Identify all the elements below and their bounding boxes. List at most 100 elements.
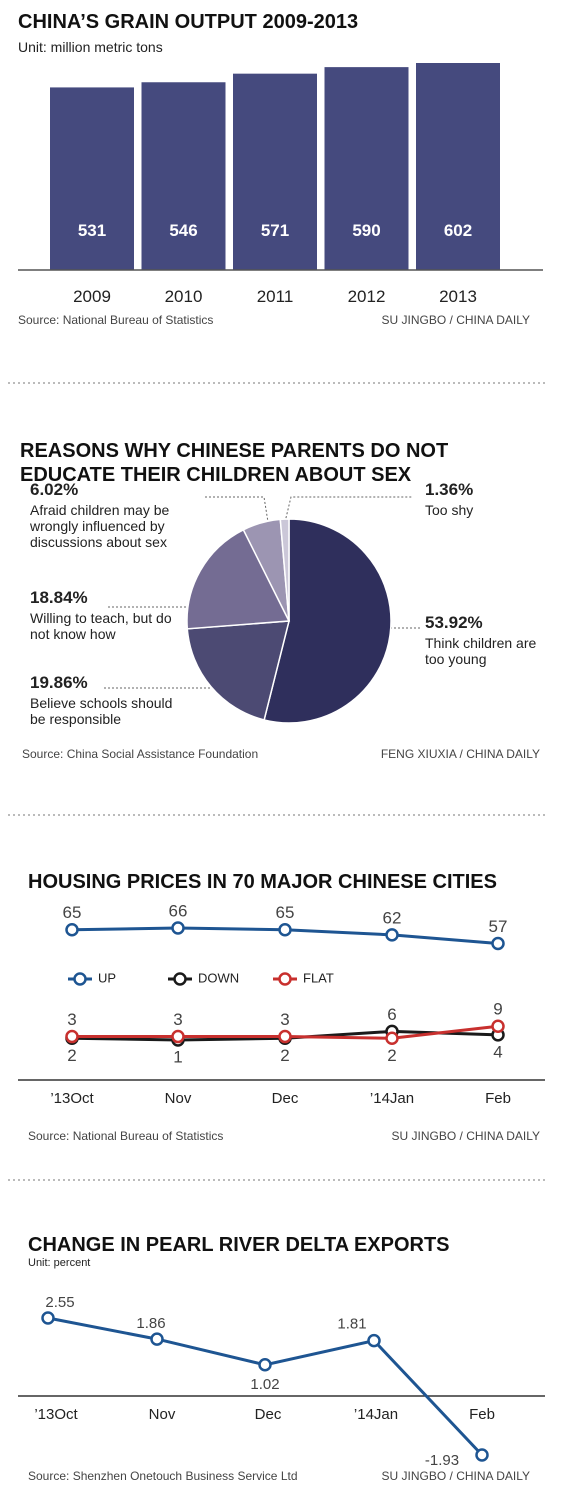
pie-slice <box>186 528 291 630</box>
slice-label: Think children are too young <box>425 635 537 667</box>
credit: SU JINGBO / CHINA DAILY <box>382 313 530 327</box>
chart-title: CHANGE IN PEARL RIVER DELTA EXPORTS <box>28 1234 450 1256</box>
bar-value-label: 590 <box>352 221 380 240</box>
slice-label: Afraid children may be wrongly influence… <box>30 502 170 550</box>
x-tick-label: ’13Oct <box>50 1090 94 1107</box>
x-tick-label: 2013 <box>439 287 477 306</box>
data-label: 1.81 <box>337 1316 366 1333</box>
x-tick-label: ’14Jan <box>354 1406 398 1423</box>
x-tick-label: 2009 <box>73 287 111 306</box>
credit: SU JINGBO / CHINA DAILY <box>392 1129 540 1143</box>
source: Source: National Bureau of Statistics <box>28 1129 223 1143</box>
data-label: 9 <box>493 1000 502 1019</box>
data-label: 6 <box>387 1005 396 1024</box>
slice-value-label: 1.36% <box>425 480 474 499</box>
pie-slice <box>186 620 290 721</box>
chart-title: EDUCATE THEIR CHILDREN ABOUT SEX <box>20 464 412 486</box>
data-point <box>385 1031 399 1046</box>
slice-value-label: 19.86% <box>30 673 88 692</box>
chart-subtitle: Unit: percent <box>28 1257 90 1269</box>
data-label: 2.55 <box>45 1294 74 1311</box>
credit: SU JINGBO / CHINA DAILY <box>382 1469 530 1483</box>
data-label: 65 <box>276 903 295 922</box>
leader-line <box>205 496 269 523</box>
data-label: 1.86 <box>136 1315 165 1332</box>
legend-marker <box>173 972 187 986</box>
x-tick-label: 2012 <box>348 287 386 306</box>
legend-marker <box>278 972 292 986</box>
x-tick-label: ’13Oct <box>34 1406 78 1423</box>
legend-label: FLAT <box>303 970 334 985</box>
slice-label: Too shy <box>425 502 474 518</box>
chart-subtitle: Unit: million metric tons <box>18 39 163 55</box>
data-point <box>385 928 399 942</box>
data-point <box>491 936 505 951</box>
x-tick-label: 2011 <box>257 287 294 306</box>
data-point <box>65 1029 79 1044</box>
data-label: 57 <box>489 917 508 936</box>
data-label: 1.02 <box>250 1376 279 1393</box>
source: Source: Shenzhen Onetouch Business Servi… <box>28 1469 298 1483</box>
bar <box>141 82 226 270</box>
x-tick-label: Nov <box>165 1090 192 1107</box>
pie-slice <box>279 518 290 622</box>
legend-marker <box>73 972 87 986</box>
x-tick-label: Dec <box>272 1090 299 1107</box>
pie-slice <box>263 518 392 724</box>
slice-value-label: 53.92% <box>425 613 483 632</box>
slice-value-label: 18.84% <box>30 588 88 607</box>
bar-value-label: 531 <box>78 221 106 240</box>
data-point <box>171 921 185 935</box>
source: Source: National Bureau of Statistics <box>18 313 213 327</box>
data-label: 1 <box>173 1047 182 1066</box>
data-label: 62 <box>383 908 402 927</box>
data-label: 2 <box>67 1046 76 1065</box>
leader-line <box>284 496 412 523</box>
legend-label: DOWN <box>198 970 239 985</box>
data-label: 4 <box>493 1042 502 1061</box>
slice-label: Willing to teach, but do not know how <box>30 610 172 642</box>
data-point <box>278 1029 292 1044</box>
data-label: 66 <box>169 901 188 920</box>
data-label: 2 <box>387 1046 396 1065</box>
credit: FENG XIUXIA / CHINA DAILY <box>381 747 540 761</box>
data-label: 3 <box>67 1010 76 1029</box>
data-point <box>171 1029 185 1044</box>
slice-value-label: 6.02% <box>30 480 79 499</box>
slice-label: Believe schools should be responsible <box>30 695 173 727</box>
bar <box>416 63 500 270</box>
data-label: -1.93 <box>425 1452 459 1469</box>
bar <box>50 87 134 270</box>
data-point <box>41 1311 55 1325</box>
data-point <box>258 1358 272 1372</box>
data-label: 65 <box>63 903 82 922</box>
data-point <box>65 922 79 937</box>
data-point <box>367 1333 381 1348</box>
data-label: 2 <box>280 1046 289 1065</box>
legend-label: UP <box>98 970 116 985</box>
data-point <box>278 922 292 937</box>
data-point <box>475 1448 489 1462</box>
x-tick-label: Nov <box>149 1406 176 1423</box>
data-point <box>491 1019 505 1033</box>
data-label: 3 <box>280 1010 289 1029</box>
source: Source: China Social Assistance Foundati… <box>22 747 258 761</box>
bar <box>233 73 317 270</box>
bar <box>324 67 409 270</box>
chart-title: HOUSING PRICES IN 70 MAJOR CHINESE CITIE… <box>28 871 497 893</box>
data-point <box>150 1332 164 1346</box>
chart-title: REASONS WHY CHINESE PARENTS DO NOT <box>20 440 448 462</box>
data-label: 3 <box>173 1010 182 1029</box>
bar-value-label: 602 <box>444 221 472 240</box>
bar-value-label: 571 <box>261 221 289 240</box>
bar-value-label: 546 <box>169 221 197 240</box>
x-tick-label: Feb <box>485 1090 511 1107</box>
x-tick-label: 2010 <box>165 287 203 306</box>
x-tick-label: ’14Jan <box>370 1090 414 1107</box>
chart-title: CHINA’S GRAIN OUTPUT 2009-2013 <box>18 11 358 33</box>
x-tick-label: Dec <box>255 1406 282 1423</box>
pie-leaders <box>104 496 420 689</box>
x-tick-label: Feb <box>469 1406 495 1423</box>
